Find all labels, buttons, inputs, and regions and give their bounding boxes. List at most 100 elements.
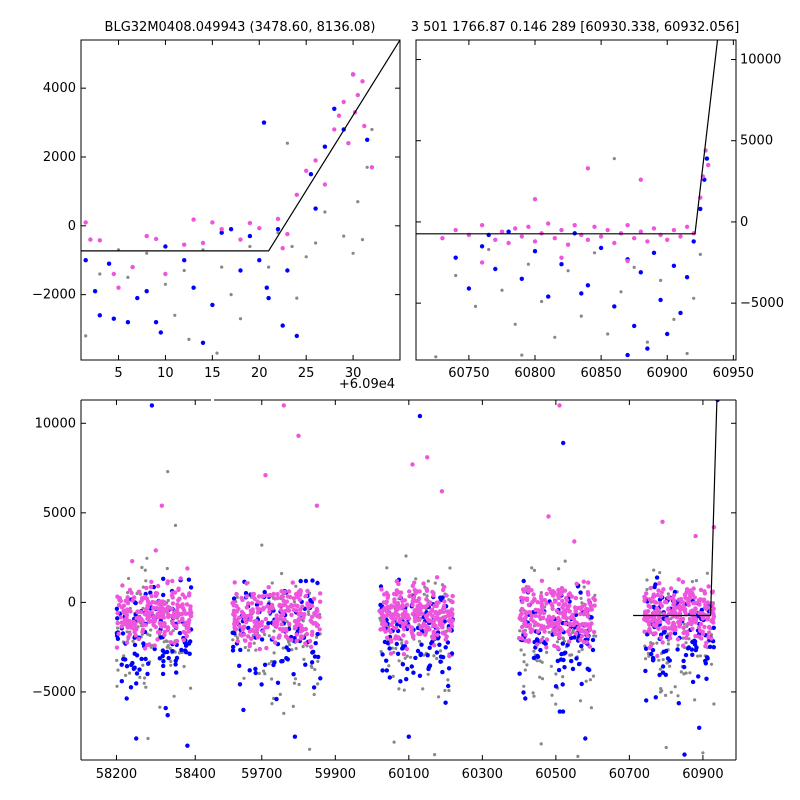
magenta-point (645, 239, 650, 244)
magenta-point (144, 585, 149, 591)
gray-point (315, 635, 319, 639)
gray-point (696, 654, 700, 658)
blue-point (658, 297, 663, 303)
magenta-point (258, 601, 264, 606)
magenta-point (406, 624, 411, 629)
blue-point (275, 227, 281, 232)
magenta-point (421, 581, 426, 586)
magenta-point (552, 643, 557, 648)
blue-point (698, 206, 703, 212)
blue-point (179, 647, 184, 653)
magenta-point (410, 634, 416, 640)
magenta-point (581, 579, 586, 584)
magenta-point (539, 578, 545, 583)
gray-point (141, 663, 145, 667)
blue-point (262, 662, 268, 667)
magenta-point (402, 598, 407, 603)
magenta-point (147, 642, 152, 647)
gray-point (435, 656, 439, 661)
magenta-point (704, 640, 709, 645)
blue-point (704, 676, 709, 681)
magenta-point (706, 615, 711, 620)
magenta-point (310, 629, 315, 635)
magenta-point (142, 612, 148, 617)
plot-area (416, 40, 719, 359)
magenta-point (83, 220, 88, 225)
magenta-point (681, 600, 686, 605)
magenta-point (132, 627, 137, 632)
x-tick-label: 60850 (580, 366, 621, 381)
blue-point (413, 655, 418, 661)
magenta-point (479, 223, 485, 228)
gray-point (402, 688, 406, 692)
gray-point (262, 669, 266, 673)
blue-point (437, 642, 442, 647)
magenta-point (589, 621, 594, 626)
blue-point (560, 682, 565, 687)
blue-point (405, 666, 410, 672)
blue-point (318, 676, 323, 681)
magenta-point (541, 610, 547, 616)
gray-point (128, 671, 132, 675)
blue-point (589, 615, 594, 620)
magenta-point (116, 285, 121, 290)
gray-point (684, 671, 688, 675)
blue-point (440, 655, 446, 660)
magenta-point (162, 632, 167, 638)
magenta-point (346, 141, 351, 146)
magenta-point (130, 264, 135, 270)
magenta-point (153, 548, 158, 553)
magenta-point (303, 593, 309, 599)
gray-point (582, 585, 586, 589)
magenta-point (693, 606, 698, 611)
magenta-point (423, 632, 428, 637)
gray-point (187, 337, 191, 341)
magenta-point (683, 595, 688, 600)
blue-point (253, 666, 258, 672)
magenta-point (279, 594, 284, 599)
magenta-point (236, 615, 242, 620)
y-tick-label: 0 (68, 595, 76, 610)
blue-point (182, 258, 187, 263)
magenta-point (289, 604, 294, 609)
magenta-point (517, 616, 522, 621)
magenta-point (136, 636, 141, 642)
blue-point (519, 276, 524, 281)
blue-point (446, 666, 452, 671)
magenta-point (442, 584, 447, 590)
magenta-point (253, 630, 258, 636)
magenta-point (119, 620, 124, 625)
gray-point (138, 675, 142, 680)
magenta-point (396, 613, 401, 618)
magenta-point (165, 579, 171, 584)
blue-point (137, 667, 142, 672)
magenta-point (140, 627, 146, 632)
magenta-point (519, 234, 524, 239)
blue-point (555, 658, 560, 664)
blue-point (266, 295, 271, 301)
blue-point (704, 156, 710, 161)
gray-point (220, 265, 224, 269)
magenta-point (317, 627, 322, 632)
magenta-point (658, 635, 663, 640)
magenta-point (585, 590, 591, 595)
right-zoom-panel: 60750 60800 60850 60900 60950 −5000 0 5000 10000 (415, 39, 784, 381)
magenta-point (567, 603, 572, 608)
magenta-point (186, 629, 192, 634)
magenta-point (179, 617, 185, 623)
blue-point (523, 696, 528, 701)
magenta-point (416, 631, 421, 636)
gray-point (405, 654, 409, 658)
magenta-point (282, 617, 287, 622)
magenta-point (260, 629, 266, 634)
magenta-point (379, 587, 384, 592)
gray-point (254, 648, 258, 652)
gray-point (566, 269, 570, 273)
magenta-point (532, 197, 538, 202)
magenta-point (424, 597, 429, 602)
magenta-point (175, 614, 180, 619)
blue-point (114, 606, 120, 611)
gray-point (421, 687, 425, 691)
magenta-point (571, 616, 577, 622)
magenta-point (565, 242, 571, 247)
